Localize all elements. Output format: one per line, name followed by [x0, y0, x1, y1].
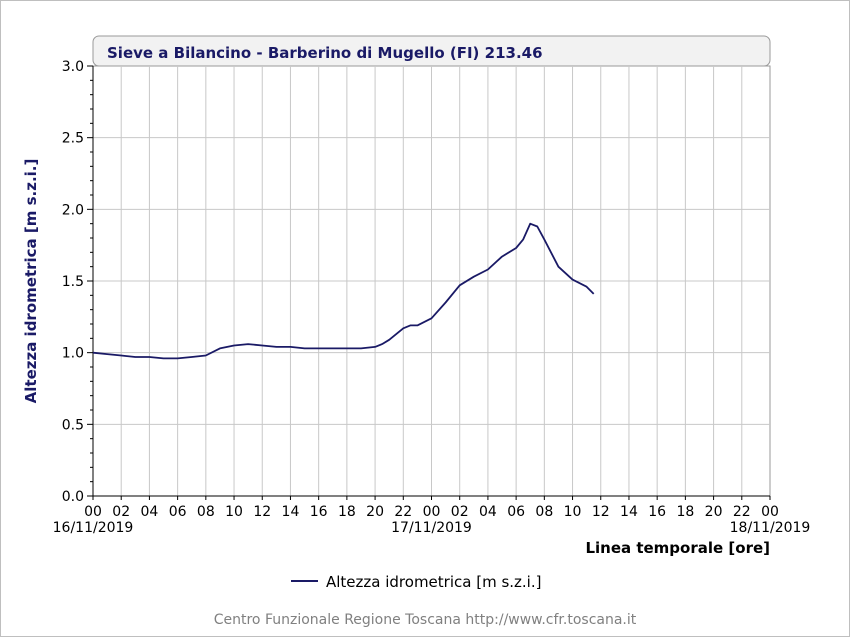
x-tick-label: 00 [761, 504, 779, 520]
legend-label: Altezza idrometrica [m s.z.i.] [326, 573, 541, 591]
x-tick-label: 00 [84, 504, 102, 520]
y-tick-label: 1.5 [62, 274, 84, 290]
x-tick-label: 22 [394, 504, 412, 520]
x-tick-label: 04 [141, 504, 159, 520]
x-tick-label: 20 [705, 504, 723, 520]
x-tick-label: 00 [423, 504, 441, 520]
grid-lines [93, 66, 770, 496]
footer-credit: Centro Funzionale Regione Toscana http:/… [213, 612, 637, 628]
water-level-chart: Sieve a Bilancino - Barberino di Mugello… [22, 35, 811, 591]
chart-title: Sieve a Bilancino - Barberino di Mugello… [107, 44, 543, 62]
x-tick-label: 18 [338, 504, 356, 520]
x-tick-label: 20 [366, 504, 384, 520]
x-tick-label: 08 [535, 504, 553, 520]
x-date-label: 16/11/2019 [53, 520, 134, 536]
y-tick-label: 2.0 [62, 202, 84, 218]
x-tick-label: 14 [282, 504, 300, 520]
x-tick-label: 06 [507, 504, 525, 520]
x-tick-label: 12 [592, 504, 610, 520]
x-tick-label: 06 [169, 504, 187, 520]
y-axis-label: Altezza idrometrica [m s.z.i.] [22, 159, 40, 404]
y-tick-label: 0.0 [62, 489, 84, 505]
x-tick-label: 08 [197, 504, 215, 520]
x-date-label: 18/11/2019 [730, 520, 811, 536]
x-tick-label: 04 [479, 504, 497, 520]
x-tick-label: 14 [620, 504, 638, 520]
series-group [92, 222, 595, 360]
x-axis-label: Linea temporale [ore] [585, 539, 770, 557]
x-tick-label: 16 [310, 504, 328, 520]
y-axis: 0.0 0.5 1.0 1.5 2.0 2.5 3.0 [62, 59, 94, 505]
y-tick-label: 3.0 [62, 59, 84, 75]
x-tick-label: 10 [564, 504, 582, 520]
y-tick-label: 0.5 [62, 417, 84, 433]
x-date-label: 17/11/2019 [391, 520, 472, 536]
x-tick-label: 02 [451, 504, 469, 520]
x-axis: 00 02 04 06 08 10 12 14 16 18 20 22 00 02 04 06 08 10 12 14… [53, 495, 811, 536]
series-line [92, 222, 595, 360]
x-tick-label: 12 [253, 504, 271, 520]
x-tick-label: 02 [112, 504, 130, 520]
y-tick-label: 2.5 [62, 131, 84, 147]
x-tick-label: 22 [733, 504, 751, 520]
x-tick-label: 16 [648, 504, 666, 520]
y-tick-label: 1.0 [62, 346, 84, 362]
x-tick-label: 10 [225, 504, 243, 520]
x-tick-label: 18 [676, 504, 694, 520]
